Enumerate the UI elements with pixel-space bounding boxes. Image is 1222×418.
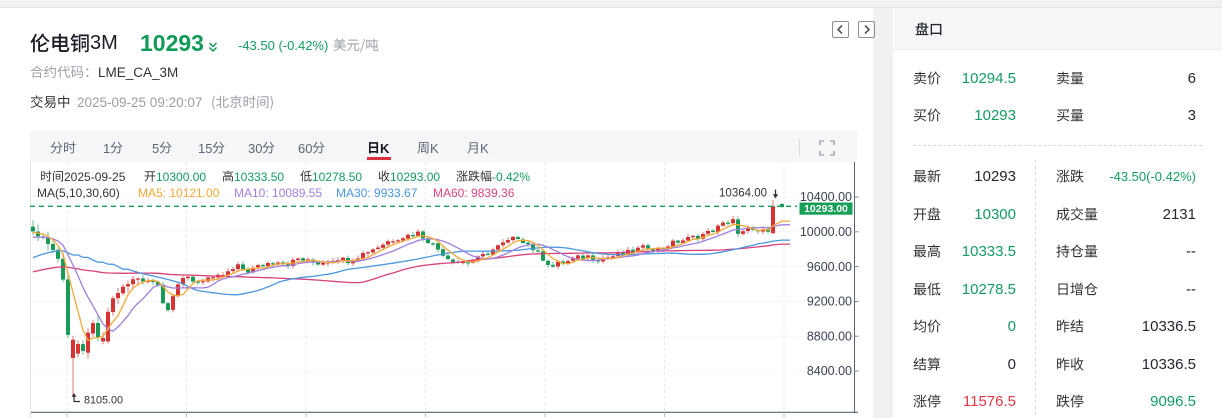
svg-text:9200.00: 9200.00 <box>807 295 852 309</box>
svg-text:8800.00: 8800.00 <box>807 329 852 343</box>
svg-text:10293.00: 10293.00 <box>804 203 848 215</box>
svg-text:8105.00: 8105.00 <box>84 395 123 407</box>
svg-text:8400.00: 8400.00 <box>807 364 852 378</box>
svg-text:10400.00: 10400.00 <box>800 190 852 204</box>
svg-text:10364.00: 10364.00 <box>719 188 767 200</box>
svg-text:9600.00: 9600.00 <box>807 260 852 274</box>
svg-text:10000.00: 10000.00 <box>800 225 852 239</box>
